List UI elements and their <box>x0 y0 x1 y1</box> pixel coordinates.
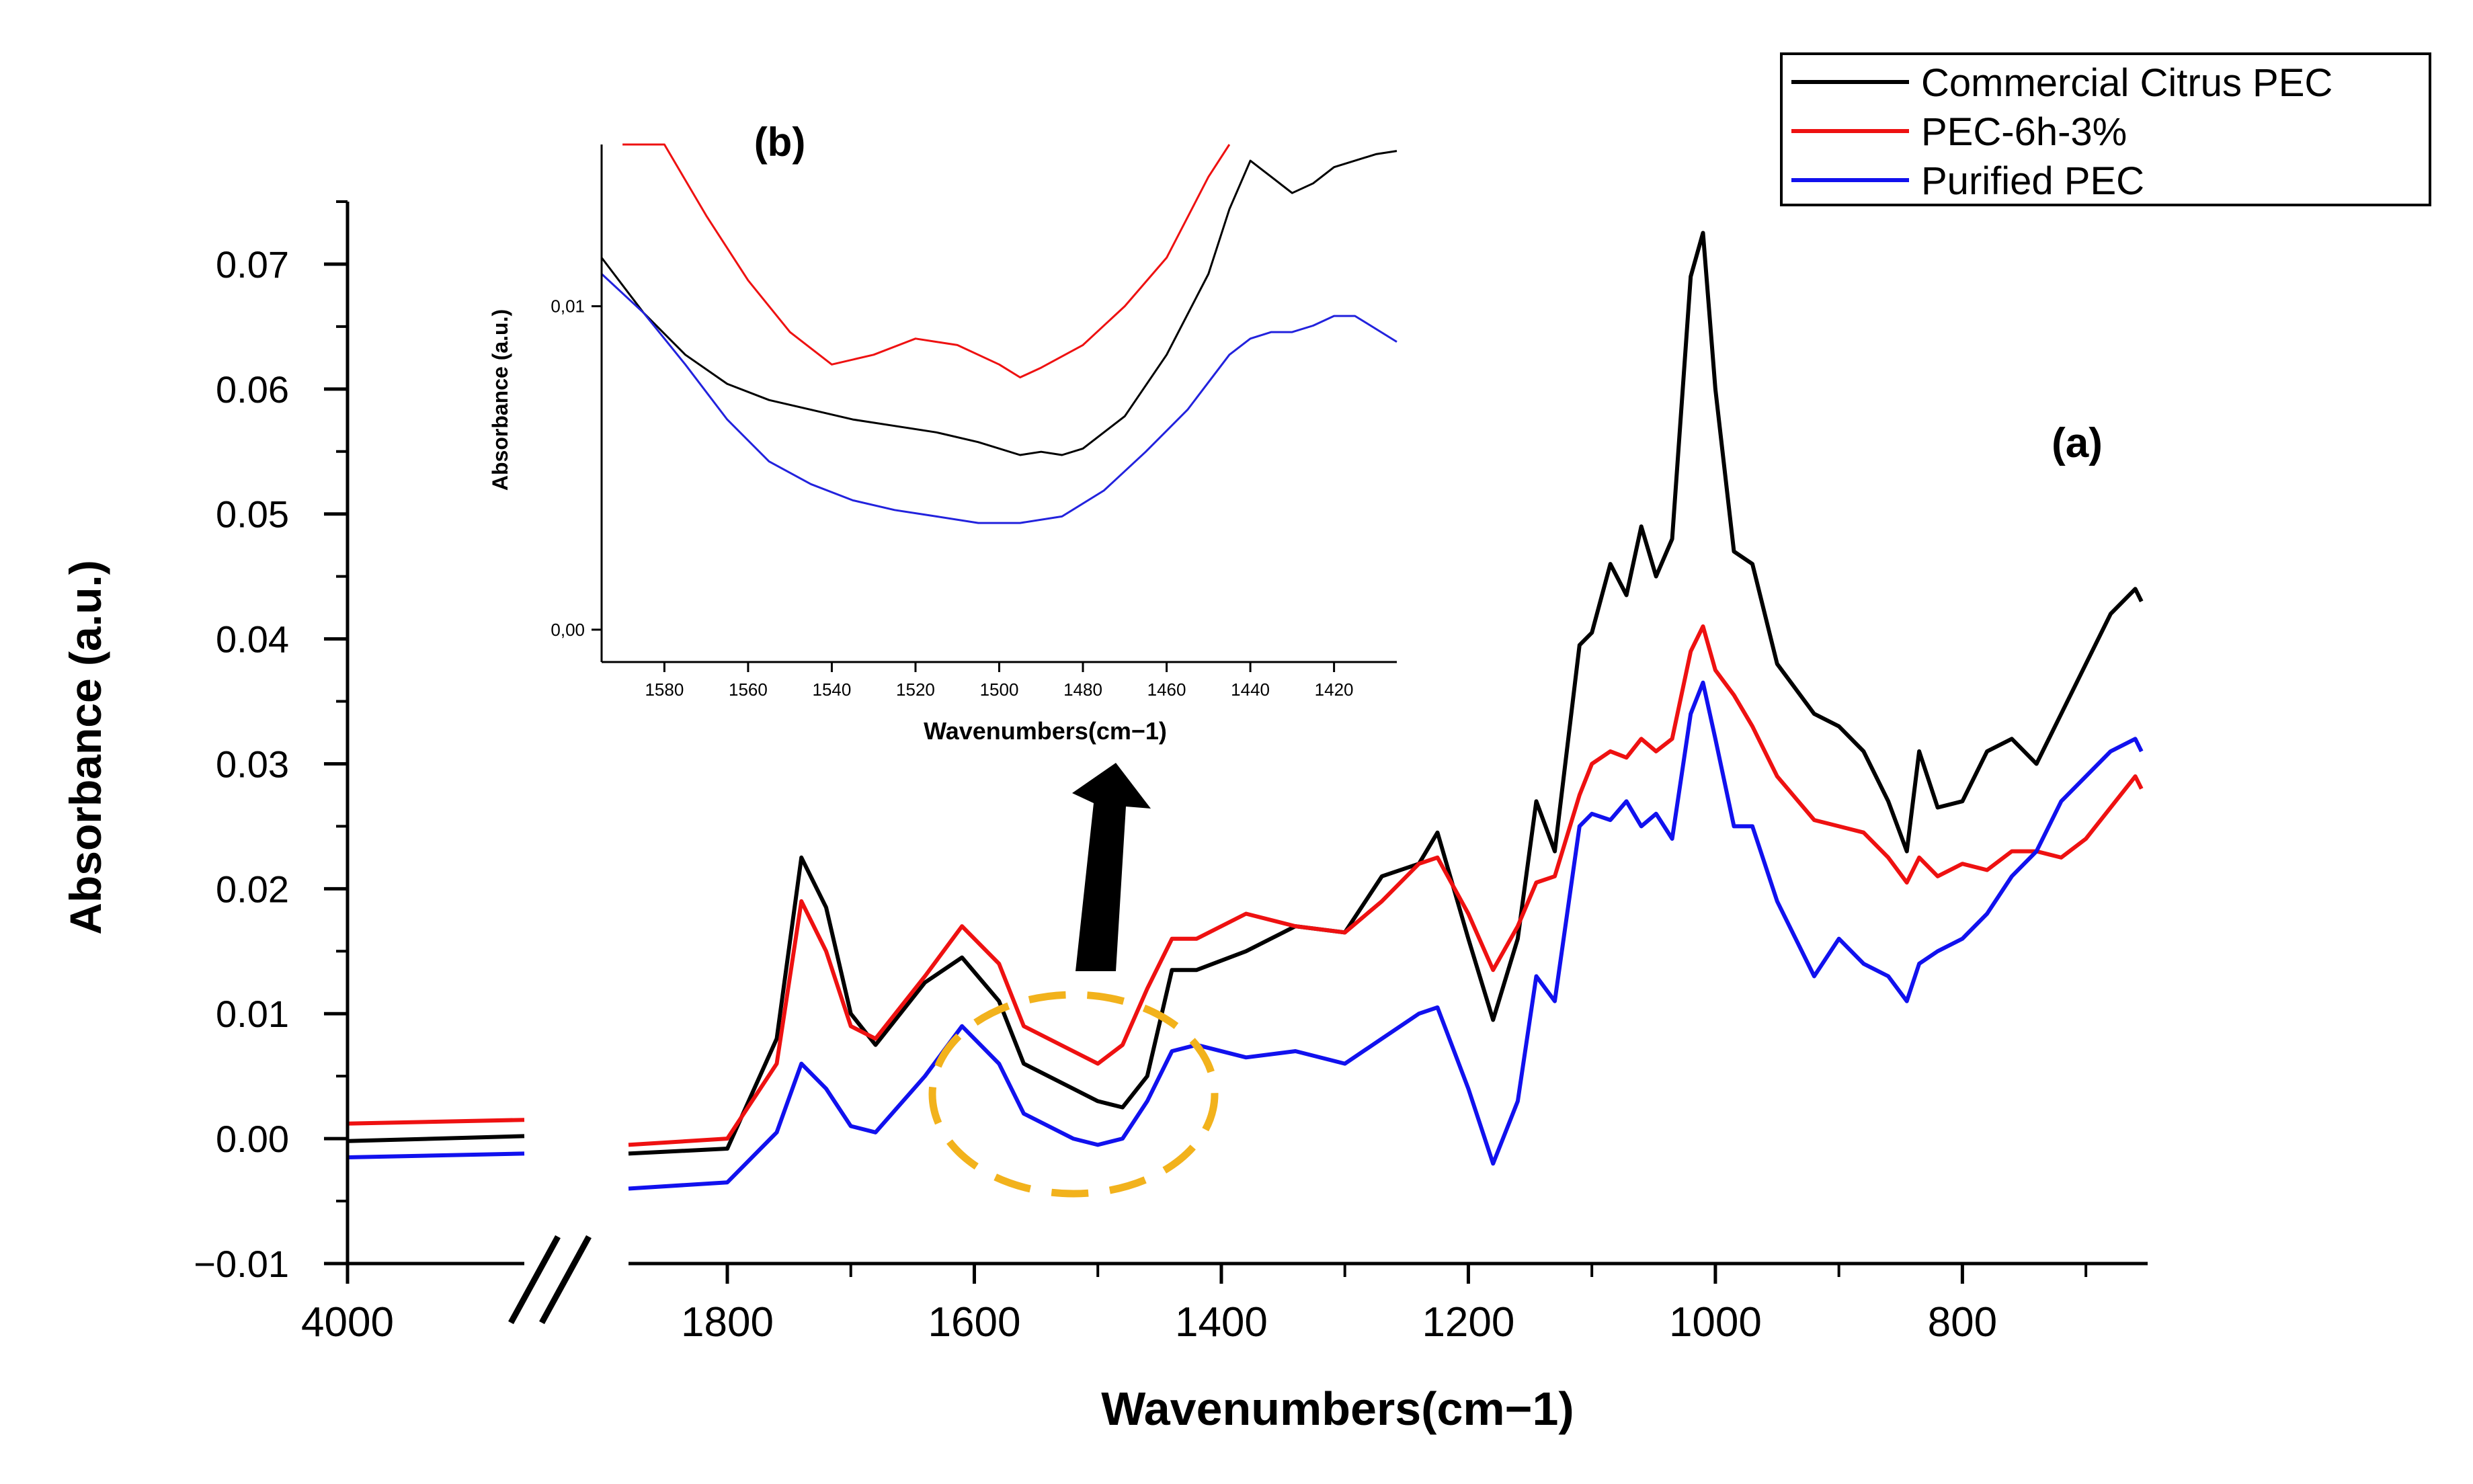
inset-y-tick-label: 0,01 <box>551 296 585 317</box>
series-line-pec-6h-3 <box>628 624 2144 1147</box>
legend-item-commercial: Commercial Citrus PEC <box>1791 61 2333 105</box>
inset-x-axis-label: Wavenumbers(cm−1) <box>924 717 1167 745</box>
inset-x-tick-label: 1560 <box>729 679 768 700</box>
inset-chart: 0,01 0,00 1580 1560 1540 1520 1500 1480 1460 144… <box>460 120 1397 763</box>
panel-label-b: (b) <box>754 120 806 165</box>
y-tick-label: 0.00 <box>216 1118 289 1160</box>
inset-y-ticks: 0,01 0,00 <box>551 296 602 640</box>
inset-y-axis-label: Absorbance (a.u.) <box>488 309 512 491</box>
left-segment-line-purified-pec <box>347 1151 525 1159</box>
left-segment-lines <box>347 1118 525 1159</box>
inset-x-tick-label: 1460 <box>1147 679 1186 700</box>
inset-x-tick-label: 1540 <box>813 679 852 700</box>
left-segment-line-commercial-citrus-pec <box>347 1134 525 1143</box>
y-axis-label: Absorbance (a.u.) <box>60 560 110 934</box>
y-ticks: 0.07 0.06 0.05 0.04 0.03 0.02 0.01 0.00 −0.01 <box>194 200 348 1285</box>
inset-series-line-purified-pec <box>600 273 1397 524</box>
legend-item-purified: Purified PEC <box>1791 159 2144 203</box>
y-tick-label: 0.01 <box>216 993 289 1035</box>
legend-label-commercial: Commercial Citrus PEC <box>1921 61 2333 105</box>
axis-break-icon <box>508 1235 592 1325</box>
x-tick-label: 1000 <box>1669 1299 1762 1346</box>
inset-x-ticks: 1580 1560 1540 1520 1500 1480 1460 1440 1420 <box>645 662 1354 700</box>
x-axis-label: Wavenumbers(cm−1) <box>1101 1383 1574 1435</box>
x-tick-label: 4000 <box>301 1299 394 1346</box>
inset-x-tick-label: 1480 <box>1063 679 1102 700</box>
panel-label-a: (a) <box>2052 420 2103 466</box>
legend: Commercial Citrus PEC PEC-6h-3% Purified… <box>1780 52 2431 206</box>
y-tick-label: 0.02 <box>216 868 289 910</box>
inset-x-tick-label: 1580 <box>645 679 684 700</box>
inset-series-line-commercial-citrus-pec <box>600 150 1397 456</box>
legend-label-purified: Purified PEC <box>1921 159 2144 203</box>
y-tick-label: 0.06 <box>216 368 289 411</box>
inset-x-tick-label: 1420 <box>1315 679 1354 700</box>
y-tick-label: 0.04 <box>216 618 289 661</box>
series-line-purified-pec <box>628 680 2144 1191</box>
inset-x-tick-label: 1440 <box>1231 679 1270 700</box>
x-tick-label: 800 <box>1928 1299 1997 1346</box>
x-tick-label: 1200 <box>1422 1299 1514 1346</box>
up-arrow-icon <box>1072 763 1151 971</box>
main-chart: 0.07 0.06 0.05 0.04 0.03 0.02 0.01 0.00 −0.01 40… <box>60 200 2148 1435</box>
legend-label-pec6h: PEC-6h-3% <box>1921 110 2127 154</box>
series-line-commercial-citrus-pec <box>628 231 2144 1156</box>
x-tick-label: 1800 <box>681 1299 774 1346</box>
inset-y-tick-label: 0,00 <box>551 620 585 640</box>
inset-x-tick-label: 1500 <box>980 679 1019 700</box>
inset-x-tick-label: 1520 <box>896 679 935 700</box>
y-tick-label: 0.05 <box>216 493 289 536</box>
legend-item-pec6h: PEC-6h-3% <box>1791 110 2127 154</box>
x-ticks: 4000 1800 1600 1400 1200 1000 800 <box>301 1264 2088 1346</box>
y-tick-label: 0.07 <box>216 243 289 286</box>
highlight-ellipse <box>928 991 1219 1198</box>
y-tick-label: −0.01 <box>194 1243 289 1285</box>
x-tick-label: 1600 <box>928 1299 1021 1346</box>
y-tick-label: 0.03 <box>216 743 289 785</box>
x-tick-label: 1400 <box>1175 1299 1268 1346</box>
inset-series-lines <box>600 143 1397 524</box>
left-segment-line-pec-6h-3 <box>347 1118 525 1126</box>
main-series-lines <box>628 231 2144 1191</box>
inset-series-line-pec-6h-3 <box>622 143 1231 378</box>
